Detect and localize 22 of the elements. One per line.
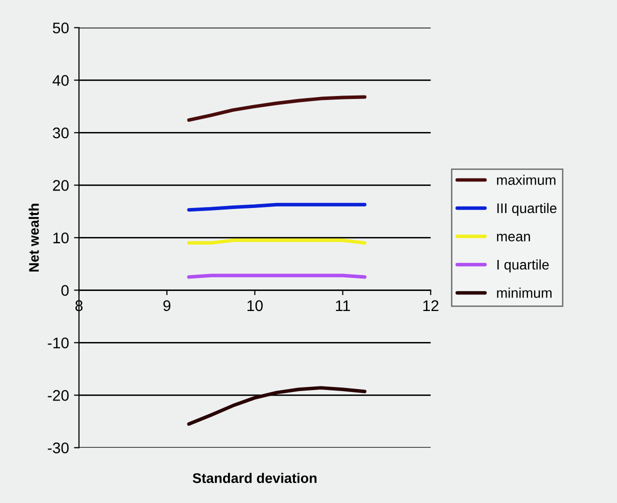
legend-label: I quartile <box>497 259 549 272</box>
line-series <box>187 95 366 122</box>
y-tick-label: -20 <box>48 390 69 401</box>
x-tick-label: 11 <box>336 300 350 311</box>
y-tick-label: 30 <box>52 128 69 138</box>
legend-label: mean <box>497 234 530 242</box>
y-tick-label: 10 <box>53 232 69 244</box>
y-tick-label: 20 <box>53 180 69 191</box>
y-tick-label: -10 <box>48 338 69 348</box>
legend-label: maximum <box>497 174 556 185</box>
y-tick-label: 40 <box>52 75 69 86</box>
x-tick-label: 12 <box>423 300 438 311</box>
y-tick-label: -30 <box>48 442 69 454</box>
line-series <box>187 386 366 426</box>
x-tick-label: 10 <box>247 300 263 312</box>
legend-label: III quartile <box>497 202 556 216</box>
y-tick-label: 0 <box>61 285 69 296</box>
y-axis-title: Net wealth <box>28 204 39 272</box>
x-tick-label: 9 <box>163 300 170 312</box>
legend-label: minimum <box>497 288 552 298</box>
y-tick-label: 50 <box>52 22 69 34</box>
x-axis-title: Standard deviation <box>192 472 316 484</box>
